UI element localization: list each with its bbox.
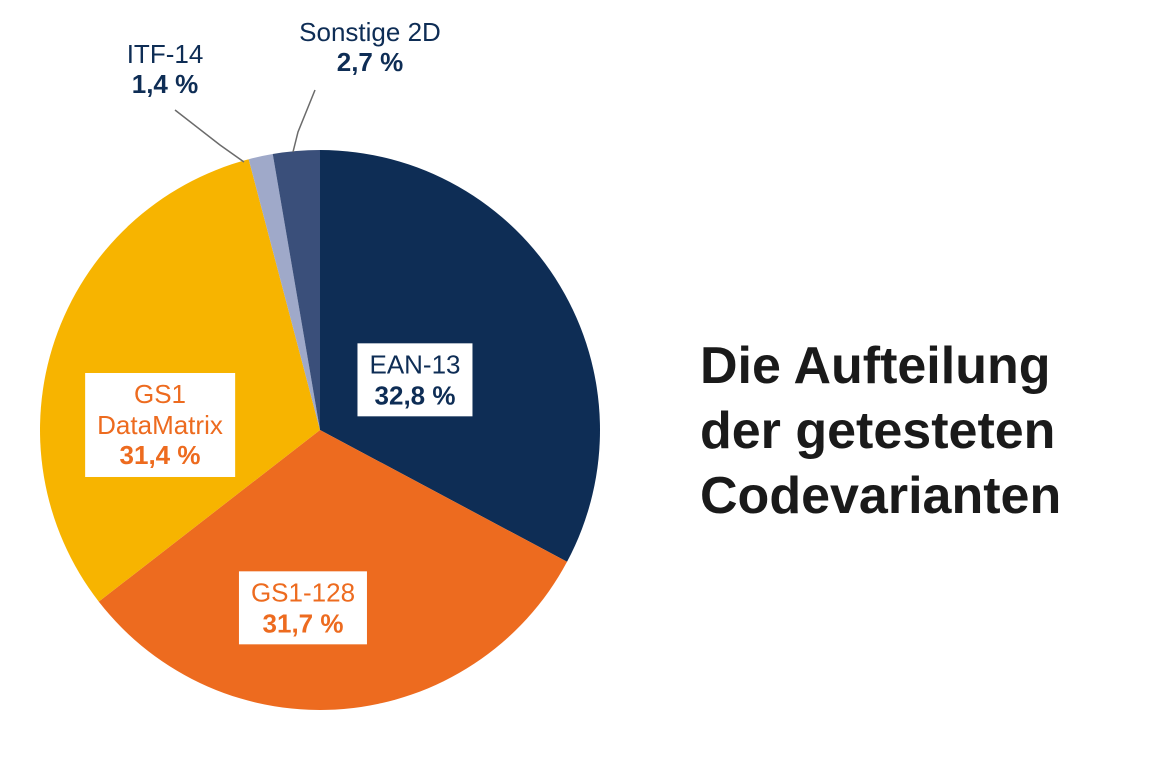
callout-sonstige2d-name: Sonstige 2D	[299, 18, 441, 48]
slice-label-gs1128-name: GS1-128	[251, 577, 355, 608]
slice-label-gs1128-pct: 31,7 %	[251, 608, 355, 639]
slice-label-gs1dm: GS1DataMatrix31,4 %	[85, 373, 235, 477]
slice-label-gs1dm-name: GS1	[97, 379, 223, 410]
slice-label-ean13: EAN-1332,8 %	[357, 343, 472, 416]
callout-itf14-pct: 1,4 %	[127, 70, 204, 100]
slice-label-ean13-pct: 32,8 %	[369, 380, 460, 411]
callout-label-sonstige2d: Sonstige 2D2,7 %	[299, 18, 441, 78]
chart-stage: EAN-1332,8 %GS1-12831,7 %GS1DataMatrix31…	[0, 0, 1153, 771]
headline-line-2: der getesteten	[700, 399, 1061, 464]
slice-label-gs1128: GS1-12831,7 %	[239, 571, 367, 644]
slice-label-gs1dm-name: DataMatrix	[97, 410, 223, 441]
callout-itf14-name: ITF-14	[127, 40, 204, 70]
slice-label-gs1dm-pct: 31,4 %	[97, 440, 223, 471]
headline-line-1: Die Aufteilung	[700, 334, 1061, 399]
headline-line-3: Codevarianten	[700, 464, 1061, 529]
headline: Die Aufteilungder getestetenCodevariante…	[700, 334, 1061, 529]
callout-sonstige2d-pct: 2,7 %	[299, 48, 441, 78]
callout-label-itf14: ITF-141,4 %	[127, 40, 204, 100]
leader-line-sonstige2d	[293, 90, 315, 152]
slice-label-ean13-name: EAN-13	[369, 349, 460, 380]
